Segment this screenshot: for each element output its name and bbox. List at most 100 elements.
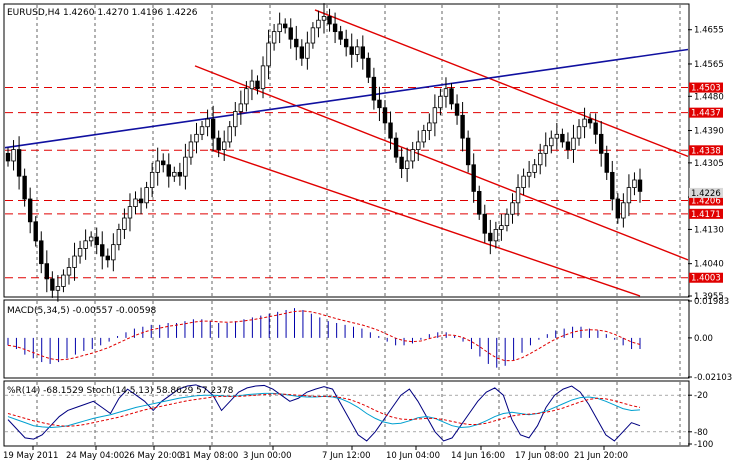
candle-body xyxy=(621,202,626,219)
candle-body xyxy=(632,179,637,188)
channel-upper-line xyxy=(314,9,689,158)
candle-body xyxy=(454,103,460,116)
trend-channel xyxy=(4,9,689,297)
candle-body xyxy=(521,175,526,188)
candle-body xyxy=(111,244,116,261)
candle-body xyxy=(604,152,609,173)
candle-body xyxy=(299,46,305,59)
candle-body xyxy=(366,57,371,78)
candle-body xyxy=(360,46,366,59)
candle-body xyxy=(166,164,171,177)
candle-body xyxy=(288,27,293,40)
main-title: EURUSD,H4 1.4260 1.4270 1.4196 1.4226 xyxy=(7,8,198,18)
time-tick-label: 3 Jun 00:00 xyxy=(243,451,292,461)
candle-body xyxy=(271,31,277,44)
time-tick-label: 14 Jun 16:00 xyxy=(451,451,505,461)
stoch-pane-border xyxy=(3,380,690,447)
candle-body xyxy=(122,217,127,230)
candle-body xyxy=(460,114,465,139)
price-tick-label: 1.4565 xyxy=(694,60,724,70)
candle-body xyxy=(355,46,360,55)
candle-body xyxy=(393,137,399,158)
candle-body xyxy=(421,130,426,143)
candle-body xyxy=(94,236,99,246)
level-price-label: 1.4171 xyxy=(691,210,721,220)
candle-body xyxy=(598,133,604,154)
candle-body xyxy=(155,160,160,173)
candle-body xyxy=(27,198,33,223)
candles xyxy=(5,3,643,302)
osc-tick-label: -80 xyxy=(694,428,708,438)
candle-body xyxy=(321,16,327,21)
candle-body xyxy=(560,133,565,143)
candle-body xyxy=(227,126,232,143)
level-price-label: 1.4437 xyxy=(691,109,721,119)
candle-body xyxy=(194,133,199,143)
channel-lower-line xyxy=(209,148,641,297)
candle-body xyxy=(482,213,487,234)
macd-pane-border xyxy=(3,299,690,379)
candle-body xyxy=(310,27,316,44)
price-tick-label: 1.3955 xyxy=(694,292,724,302)
candle-body xyxy=(532,164,537,173)
level-price-tag xyxy=(689,82,723,93)
macd-tick-label: -0.02103 xyxy=(694,373,732,383)
candle-body xyxy=(432,107,438,124)
level-price-tag xyxy=(689,195,723,206)
candle-body xyxy=(343,38,349,48)
candle-body xyxy=(571,137,576,150)
stoch-signal-line xyxy=(7,393,641,427)
candle-body xyxy=(332,23,338,33)
horizontal-levels xyxy=(5,87,688,279)
candle-body xyxy=(327,16,332,25)
candle-body xyxy=(549,137,554,147)
candle-body xyxy=(260,65,266,90)
candle-body xyxy=(399,156,404,169)
stoch-title: %R(14) -68.1529 Stoch(14,5,13) 58.8629 5… xyxy=(7,386,234,396)
price-tick-label: 1.4130 xyxy=(694,225,724,235)
price-axis: 1.46551.45651.44801.43901.43051.42151.41… xyxy=(688,26,724,302)
candle-body xyxy=(488,232,493,242)
candle-body xyxy=(22,175,27,200)
macd-histogram: 0.01983 0.00 -0.02103 xyxy=(7,297,732,383)
price-tick-label: 1.4655 xyxy=(694,26,724,36)
level-price-tag xyxy=(689,145,723,156)
candle-body xyxy=(465,137,471,166)
osc-tick-label: -100 xyxy=(694,440,713,450)
candle-body xyxy=(255,80,260,90)
candle-body xyxy=(138,198,144,204)
candle-body xyxy=(33,221,38,242)
candle-body xyxy=(593,122,598,135)
wpr-line xyxy=(7,384,641,442)
candle-body xyxy=(77,248,83,257)
macd-signal-line xyxy=(7,310,641,362)
candle-body xyxy=(183,156,188,177)
price-tick-label: 1.4480 xyxy=(694,92,724,102)
candle-body xyxy=(144,187,149,204)
current-price-tag xyxy=(689,187,723,198)
level-price-tag xyxy=(689,208,723,219)
blue-trendline xyxy=(4,48,689,149)
candle-body xyxy=(565,141,571,150)
level-price-label: 1.4003 xyxy=(691,274,721,284)
time-tick-label: 19 May 2011 xyxy=(3,451,58,461)
candle-body xyxy=(116,229,122,246)
candle-body xyxy=(238,103,244,112)
time-tick-label: 10 Jun 04:00 xyxy=(386,451,440,461)
candle-body xyxy=(449,88,454,105)
level-price-tag xyxy=(689,107,723,118)
candle-body xyxy=(587,118,593,124)
level-price-tag xyxy=(689,272,723,283)
candle-body xyxy=(88,236,94,242)
time-tick-label: 7 Jun 12:00 xyxy=(322,451,371,461)
candle-body xyxy=(504,213,510,227)
candle-body xyxy=(172,171,177,177)
candle-body xyxy=(5,152,11,162)
candle-body xyxy=(127,206,133,219)
candle-body xyxy=(471,164,476,192)
candle-body xyxy=(371,76,377,101)
candle-body xyxy=(377,99,382,109)
candle-body xyxy=(576,126,582,139)
